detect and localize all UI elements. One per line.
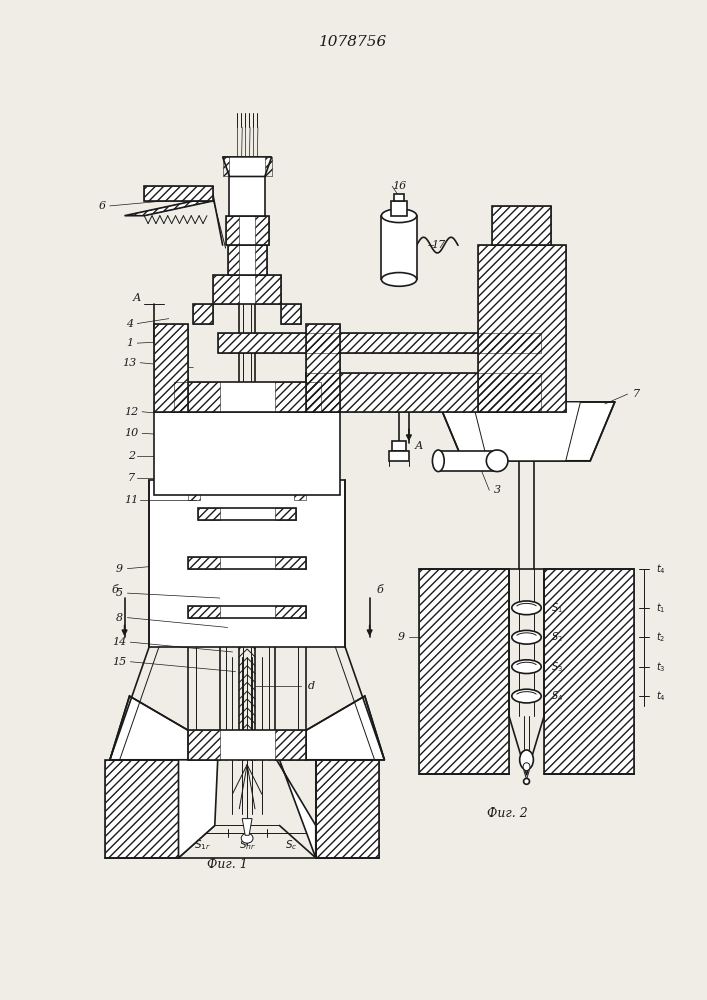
Ellipse shape: [524, 778, 530, 784]
Text: $t_{1}$: $t_{1}$: [656, 601, 665, 615]
Bar: [294, 392, 306, 500]
Polygon shape: [306, 696, 385, 760]
Ellipse shape: [382, 209, 416, 223]
Text: $S_{1г}$: $S_{1г}$: [194, 838, 211, 852]
Polygon shape: [230, 176, 265, 216]
Polygon shape: [438, 402, 615, 461]
Text: $S_с$: $S_с$: [285, 838, 298, 852]
Text: 1078756: 1078756: [319, 35, 387, 49]
Text: 13: 13: [122, 358, 136, 368]
Polygon shape: [306, 373, 542, 412]
Polygon shape: [228, 245, 267, 275]
Polygon shape: [477, 245, 566, 412]
Polygon shape: [390, 451, 409, 461]
Text: 5: 5: [116, 588, 123, 598]
Text: $t_4$: $t_4$: [656, 562, 666, 576]
Text: 8: 8: [116, 613, 123, 623]
Polygon shape: [438, 451, 497, 471]
Polygon shape: [281, 304, 301, 324]
Text: 1: 1: [126, 338, 133, 348]
Text: 4: 4: [126, 319, 133, 329]
Text: А: А: [414, 441, 423, 451]
Polygon shape: [149, 480, 345, 647]
Ellipse shape: [523, 763, 530, 771]
Ellipse shape: [512, 689, 542, 703]
Polygon shape: [419, 569, 509, 774]
Polygon shape: [392, 441, 406, 451]
Text: Фиг. 2: Фиг. 2: [486, 807, 527, 820]
Text: 15: 15: [112, 657, 127, 667]
Text: 16: 16: [392, 181, 407, 191]
Polygon shape: [198, 508, 296, 520]
Polygon shape: [391, 201, 407, 216]
Text: d: d: [308, 681, 315, 691]
Polygon shape: [178, 760, 218, 858]
Ellipse shape: [520, 750, 533, 770]
Polygon shape: [174, 382, 321, 412]
Text: $S_{2}$: $S_{2}$: [551, 630, 563, 644]
Text: $S_{4}$: $S_{4}$: [551, 689, 563, 703]
Ellipse shape: [512, 601, 542, 615]
Text: $t_{4}$: $t_{4}$: [656, 689, 666, 703]
Polygon shape: [144, 186, 213, 201]
Text: 12: 12: [124, 407, 139, 417]
Text: 7: 7: [633, 389, 640, 399]
Polygon shape: [544, 569, 634, 774]
Polygon shape: [213, 275, 281, 304]
Text: 17: 17: [431, 240, 445, 250]
Text: 7: 7: [128, 473, 135, 483]
Ellipse shape: [241, 833, 253, 843]
Polygon shape: [382, 216, 416, 279]
Ellipse shape: [512, 660, 542, 674]
Polygon shape: [316, 760, 380, 858]
Bar: [188, 392, 200, 500]
Polygon shape: [124, 201, 213, 216]
Polygon shape: [395, 194, 404, 201]
Polygon shape: [306, 324, 340, 412]
Text: $t_{3}$: $t_{3}$: [656, 660, 665, 674]
Polygon shape: [110, 696, 188, 760]
Text: 11: 11: [124, 495, 139, 505]
Polygon shape: [188, 730, 306, 760]
Polygon shape: [188, 606, 306, 618]
Ellipse shape: [382, 273, 416, 286]
Text: 10: 10: [124, 428, 139, 438]
Text: А: А: [133, 293, 141, 303]
Polygon shape: [193, 304, 213, 324]
Text: $S_{3}$: $S_{3}$: [551, 660, 563, 674]
Text: 3: 3: [493, 485, 501, 495]
Polygon shape: [226, 216, 269, 245]
Ellipse shape: [486, 450, 508, 472]
Ellipse shape: [433, 450, 444, 472]
Text: Фиг. 1: Фиг. 1: [207, 858, 248, 871]
Text: б: б: [112, 585, 118, 595]
Text: б: б: [376, 585, 383, 595]
Text: 2: 2: [128, 451, 135, 461]
Text: $S_{1}$: $S_{1}$: [551, 601, 563, 615]
Polygon shape: [492, 206, 551, 245]
Text: $t_{2}$: $t_{2}$: [656, 630, 665, 644]
Polygon shape: [472, 402, 580, 461]
Polygon shape: [243, 819, 252, 835]
Ellipse shape: [512, 630, 542, 644]
Polygon shape: [276, 760, 316, 858]
Polygon shape: [223, 157, 271, 176]
Polygon shape: [154, 324, 188, 412]
Polygon shape: [188, 557, 306, 569]
Text: 14: 14: [112, 637, 127, 647]
Text: $S_{пг}$: $S_{пг}$: [238, 838, 256, 852]
Text: 9: 9: [397, 632, 404, 642]
Polygon shape: [154, 412, 340, 495]
Polygon shape: [105, 760, 178, 858]
Text: 6: 6: [98, 201, 105, 211]
Text: 9: 9: [116, 564, 123, 574]
Polygon shape: [218, 333, 542, 353]
